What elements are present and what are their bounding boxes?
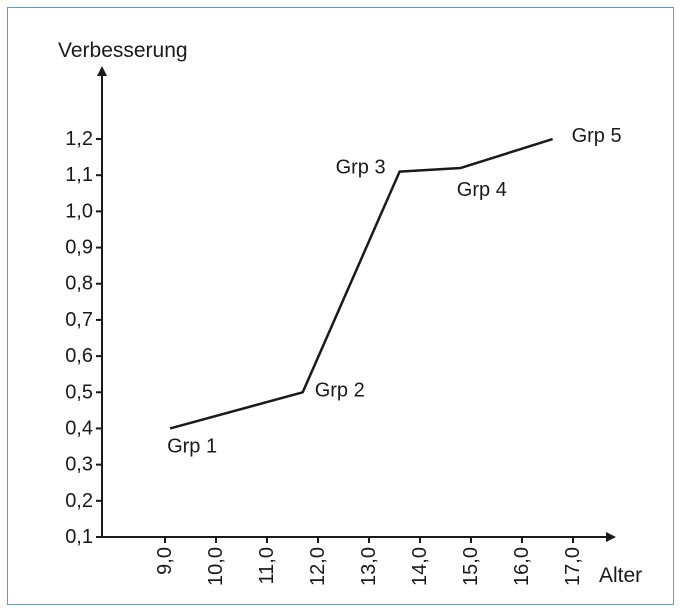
y-axis-title: Verbesserung: [58, 39, 188, 62]
y-tick-label: 0,9: [65, 237, 93, 259]
x-tick-label: 14,0: [409, 547, 431, 586]
x-tick-label: 13,0: [358, 547, 380, 586]
data-point-label: Grp 1: [167, 435, 217, 457]
y-ticks: 0,1 0,2 0,3 0,4 0,5 0,6 0,7 0,8 0,9 1,0 1,1 1,2: [65, 128, 102, 548]
data-point-label: Grp 2: [315, 379, 365, 401]
y-tick-label: 0,4: [65, 417, 93, 439]
point-labels: Grp 1 Grp 2 Grp 3 Grp 4 Grp 5: [167, 125, 622, 457]
y-tick-label: 1,1: [65, 164, 93, 186]
y-tick-label: 0,3: [65, 454, 93, 476]
chart-frame: [7, 7, 674, 605]
data-point-label: Grp 3: [336, 157, 386, 179]
x-tick-label: 11,0: [256, 547, 278, 584]
y-tick-label: 0,1: [65, 526, 93, 548]
x-ticks: 9,0 10,0 11,0 12,0 13,0 14,0 15,0 16,0 17,0: [154, 537, 584, 586]
x-tick-label: 12,0: [307, 547, 329, 586]
x-tick-label: 15,0: [460, 547, 482, 586]
y-tick-label: 1,0: [65, 200, 93, 222]
x-tick-label: 9,0: [154, 547, 176, 575]
y-tick-label: 0,6: [65, 345, 93, 367]
y-tick-label: 0,2: [65, 490, 93, 512]
data-point-label: Grp 5: [572, 125, 622, 147]
x-axis-title: Alter: [599, 564, 642, 587]
y-tick-label: 0,8: [65, 273, 93, 295]
y-tick-label: 0,5: [65, 381, 93, 403]
data-point-label: Grp 4: [457, 179, 507, 201]
y-tick-label: 0,7: [65, 309, 93, 331]
y-tick-label: 1,2: [65, 128, 93, 150]
series-line: [169, 137, 553, 430]
x-tick-label: 10,0: [205, 547, 227, 586]
x-tick-label: 16,0: [511, 547, 533, 586]
x-tick-label: 17,0: [562, 547, 584, 586]
